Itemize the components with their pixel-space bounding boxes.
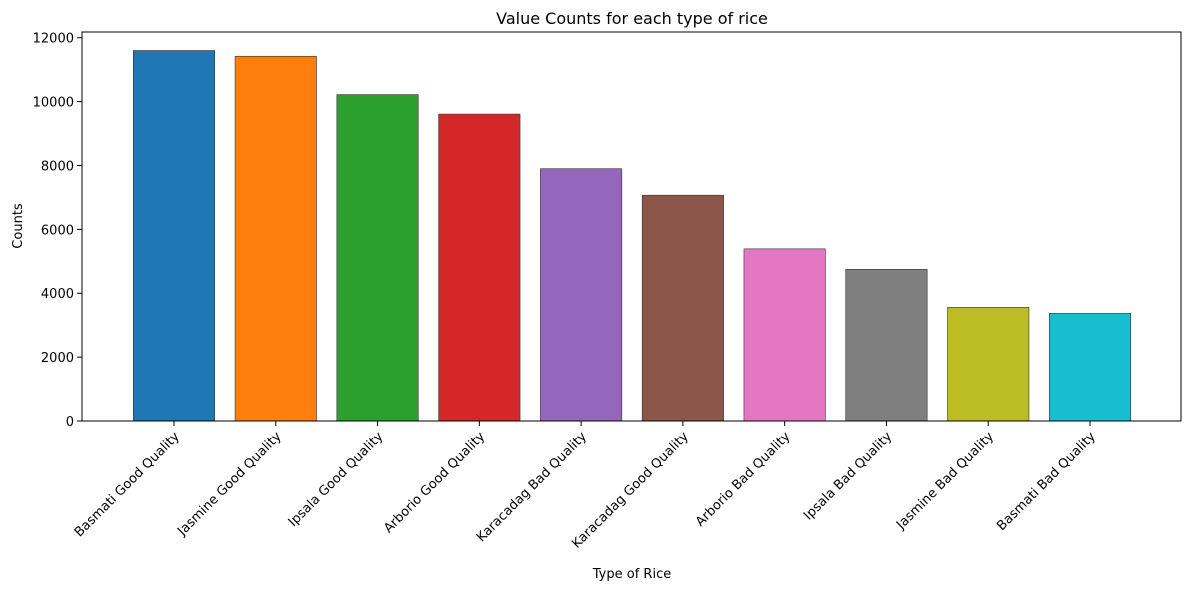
x-tick-label: Basmati Good Quality [72,429,183,540]
bars-group [132,50,1132,422]
y-tick-label: 10000 [33,96,74,111]
bar-7 [845,268,928,422]
x-tick-label: Jasmine Good Quality [174,429,285,540]
bar-4 [540,168,623,422]
bar-0 [132,50,216,422]
bar-3 [438,113,521,422]
x-axis-label: Type of Rice [592,567,671,582]
y-tick-label: 0 [66,415,74,430]
y-axis-ticks: 0 2000 4000 6000 8000 10000 12000 [33,32,82,430]
plot-frame [81,31,1182,422]
chart-title: Value Counts for each type of rice [496,9,768,28]
y-tick-label: 8000 [41,159,74,174]
x-tick-label: Jasmine Bad Quality [893,429,997,533]
bar-2 [336,94,419,422]
bar-9 [1048,313,1132,422]
x-tick-label: Basmati Bad Quality [994,429,1099,534]
x-tick-label: Ipsala Bad Quality [801,429,895,523]
y-tick-label: 6000 [41,223,74,238]
y-tick-label: 12000 [33,32,74,47]
bar-1 [234,55,317,422]
x-tick-label: Karacadag Bad Quality [474,429,590,545]
x-tick-label: Karacadag Good Quality [569,429,692,552]
y-axis-label: Counts [11,203,26,249]
x-tick-label: Ipsala Good Quality [286,429,387,530]
bar-5 [641,194,724,422]
bar-6 [743,248,826,422]
y-tick-label: 2000 [41,351,74,366]
bar-8 [947,307,1030,422]
x-tick-label: Arborio Bad Quality [693,429,794,530]
x-tick-label: Arborio Good Quality [381,429,488,536]
y-tick-label: 4000 [41,287,74,302]
